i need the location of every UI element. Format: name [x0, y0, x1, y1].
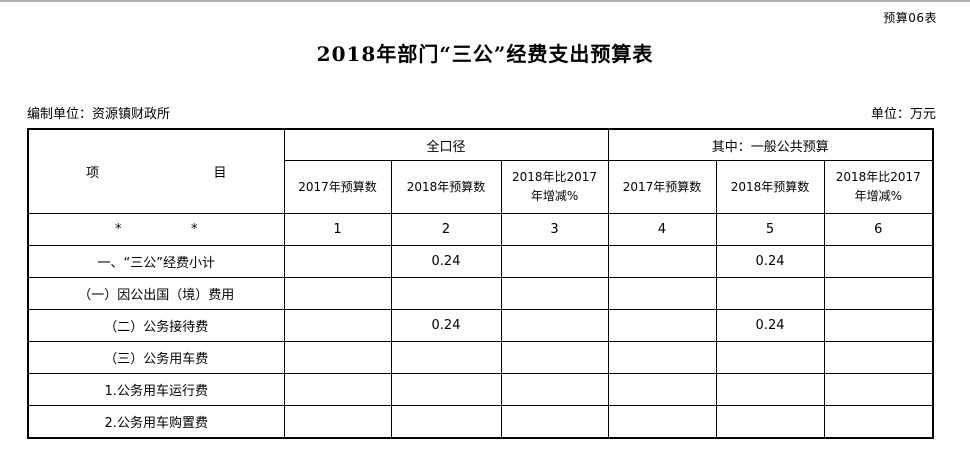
cell-value	[390, 277, 502, 310]
page-title: 2018年部门“三公”经费支出预算表	[316, 42, 654, 66]
cell-value	[283, 373, 392, 406]
cell-value	[823, 405, 934, 439]
cell-value	[715, 341, 825, 374]
table-row-vehicle-purchase: 2.公务用车购置费	[27, 405, 934, 439]
header-general-change: 2018年比2017 年增减%	[823, 160, 934, 214]
cell-value	[500, 405, 609, 439]
row-label: （二）公务接待费	[27, 309, 285, 342]
header-general-2017: 2017年预算数	[607, 160, 717, 214]
cell-value	[390, 341, 502, 374]
item-index-stars: * *	[29, 222, 283, 237]
table-row-subtotal: 一、“三公”经费小计 0.24 0.24	[27, 245, 934, 278]
item-header-spread: 项 目	[29, 162, 283, 181]
cell-value	[283, 309, 392, 342]
cell-value	[823, 277, 934, 310]
cell-value	[500, 373, 609, 406]
cell-value	[500, 309, 609, 342]
header-change-line2: 年增减%	[854, 189, 902, 203]
cell-value	[390, 405, 502, 439]
item-index-cell: * *	[27, 213, 285, 246]
prepared-by-label: 编制单位：资源镇财政所	[27, 107, 171, 122]
item-header-char-2: 目	[213, 166, 227, 181]
cell-value	[823, 309, 934, 342]
row-label: （三）公务用车费	[27, 341, 285, 374]
col-index-2: 2	[390, 213, 502, 246]
cell-value	[823, 341, 934, 374]
item-column-header: 项 目	[27, 128, 285, 214]
item-header-char-1: 项	[86, 166, 100, 181]
col-index-1: 1	[283, 213, 392, 246]
row-label: 1.公务用车运行费	[27, 373, 285, 406]
cell-value: 0.24	[390, 245, 502, 278]
star-2: *	[191, 222, 198, 237]
cell-value	[607, 373, 717, 406]
cell-value	[715, 373, 825, 406]
header-change-line1: 2018年比2017	[511, 170, 598, 185]
cell-value	[283, 341, 392, 374]
cell-value: 0.24	[715, 309, 825, 342]
header-change-line2: 年增减%	[530, 189, 579, 203]
cell-value	[500, 245, 609, 278]
col-index-4: 4	[607, 213, 717, 246]
cell-value	[607, 341, 717, 374]
row-label: 2.公务用车购置费	[27, 405, 285, 439]
unit-label: 单位：万元	[870, 107, 936, 122]
table-row-reception: （二）公务接待费 0.24 0.24	[27, 309, 934, 342]
col-index-3: 3	[500, 213, 609, 246]
row-label: 一、“三公”经费小计	[27, 245, 285, 278]
cell-value	[283, 245, 392, 278]
col-index-5: 5	[715, 213, 825, 246]
group-header-general-public: 其中：一般公共预算	[607, 128, 934, 161]
column-index-row: * * 1 2 3 4 5 6	[27, 213, 934, 246]
column-header-row: 2017年预算数 2018年预算数 2018年比2017 年增减% 2017年预…	[28, 160, 934, 214]
row-label: （一）因公出国（境）费用	[27, 277, 285, 310]
form-code-label: 预算06表	[883, 11, 937, 25]
cell-value	[500, 341, 609, 374]
cell-value	[607, 245, 717, 278]
col-index-6: 6	[823, 213, 934, 246]
meta-row: 编制单位：资源镇财政所 单位：万元	[27, 103, 936, 122]
table-row-vehicle: （三）公务用车费	[27, 341, 934, 374]
cell-value	[500, 277, 609, 310]
group-header-full-scope: 全口径	[283, 128, 609, 161]
cell-value	[283, 277, 392, 310]
cell-value: 0.24	[715, 245, 825, 278]
header-general-2018: 2018年预算数	[715, 160, 825, 214]
header-full-2017: 2017年预算数	[283, 160, 392, 214]
cell-value	[715, 277, 825, 310]
cell-value	[607, 277, 717, 310]
header-change-line1: 2018年比2017	[835, 170, 921, 185]
cell-value: 0.24	[390, 309, 502, 342]
header-full-change: 2018年比2017 年增减%	[500, 160, 609, 214]
cell-value	[715, 405, 825, 439]
cell-value	[607, 405, 717, 439]
table-row-vehicle-operating: 1.公务用车运行费	[27, 373, 934, 406]
group-header-row: 项 目 全口径 其中：一般公共预算	[27, 128, 934, 214]
header-full-2018: 2018年预算数	[390, 160, 502, 214]
cell-value	[283, 405, 392, 439]
cell-value	[823, 373, 934, 406]
star-1: *	[115, 222, 122, 237]
budget-table: 项 目 全口径 其中：一般公共预算 2017年预算数 2018年预算数 2018…	[27, 128, 935, 439]
cell-value	[390, 373, 502, 406]
table-row-abroad: （一）因公出国（境）费用	[27, 277, 934, 310]
cell-value	[823, 245, 934, 278]
cell-value	[607, 309, 717, 342]
